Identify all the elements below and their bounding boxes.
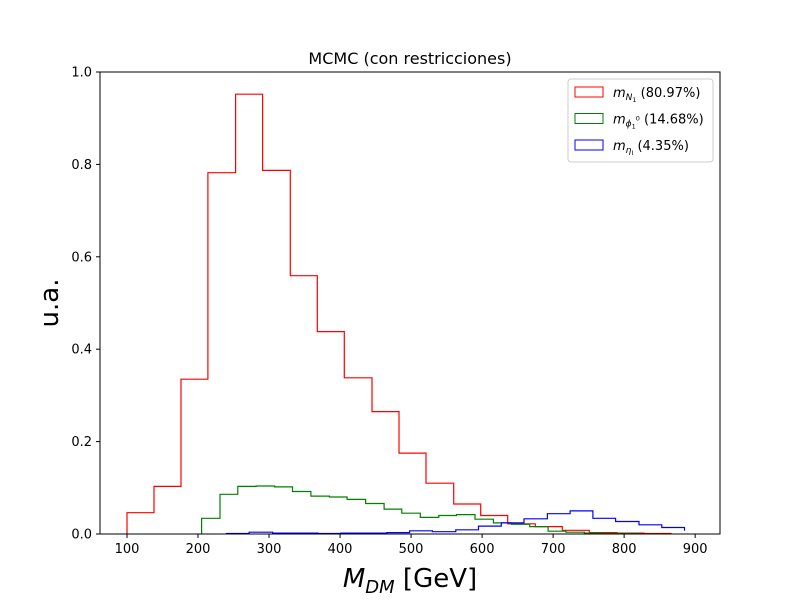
- x-tick-label: 600: [470, 542, 495, 557]
- series-outline: [126, 93, 672, 534]
- legend-subsubscript: I: [631, 149, 633, 157]
- legend-subsubscript: 1: [632, 123, 636, 131]
- histogram-bar: [202, 518, 221, 534]
- legend-swatch: [574, 86, 604, 98]
- legend-percentage: (14.68%): [640, 113, 704, 128]
- x-tick-label: 900: [683, 542, 708, 557]
- legend-percentage: (4.35%): [633, 139, 689, 154]
- histogram-bar: [329, 497, 347, 534]
- legend-label: mϕ10 (14.68%): [613, 113, 704, 131]
- histogram-bar: [263, 170, 291, 534]
- histogram-bar: [208, 173, 236, 534]
- legend-subsubscript: 1: [632, 96, 636, 104]
- x-axis-label-main: M: [343, 564, 365, 594]
- x-axis-label-sub: DM: [365, 577, 395, 598]
- legend-symbol: m: [613, 113, 626, 128]
- histogram-bar: [154, 486, 181, 534]
- legend-label: mN1 (80.97%): [613, 86, 700, 104]
- x-axis-label-unit: [GeV]: [395, 564, 477, 594]
- legend-symbol: m: [613, 139, 626, 154]
- legend-label: mηI (4.35%): [613, 139, 689, 157]
- x-tick-label: 500: [399, 542, 424, 557]
- series-0: [126, 93, 672, 534]
- histogram-bar: [347, 499, 366, 534]
- histogram-bar: [275, 487, 293, 534]
- series-layer: [126, 93, 686, 535]
- histogram-bar: [524, 519, 547, 534]
- legend-superscript: 0: [636, 115, 640, 123]
- chart-title: MCMC (con restricciones): [308, 49, 511, 68]
- x-axis: 100 200 300 400 500 600 700 800 900: [115, 534, 708, 557]
- x-tick-label: 300: [257, 542, 282, 557]
- y-tick-label: 0.0: [71, 528, 92, 543]
- legend-box: [567, 78, 714, 163]
- y-axis-label: u.a.: [35, 279, 65, 328]
- histogram-bar: [236, 94, 263, 534]
- histogram-bar: [639, 525, 662, 534]
- histogram-bar: [570, 511, 593, 534]
- histogram-bar: [238, 486, 256, 534]
- series-2: [225, 510, 686, 535]
- histogram-bar: [311, 496, 330, 534]
- series-1: [201, 485, 658, 535]
- histogram-bar: [662, 528, 685, 535]
- legend: mN1 (80.97%)mϕ10 (14.68%)mηI (4.35%): [567, 78, 714, 163]
- histogram-bar: [456, 530, 479, 534]
- x-tick-label: 800: [612, 542, 637, 557]
- y-tick-label: 0.6: [71, 250, 92, 265]
- legend-swatch: [574, 113, 604, 124]
- y-axis: 0.0 0.2 0.4 0.6 0.8 1.0: [71, 66, 100, 543]
- series-outline: [225, 510, 686, 534]
- histogram-bar: [501, 523, 524, 534]
- histogram-bar: [479, 526, 502, 534]
- x-axis-label: MDM [GeV]: [343, 564, 477, 598]
- x-tick-label: 100: [115, 542, 140, 557]
- histogram-bar: [127, 513, 154, 534]
- y-tick-label: 0.8: [71, 158, 92, 173]
- legend-symbol: m: [613, 86, 626, 101]
- legend-subscript: N: [626, 93, 633, 103]
- histogram-bar: [547, 514, 570, 534]
- legend-percentage: (80.97%): [637, 86, 701, 101]
- histogram-bar: [181, 379, 208, 534]
- x-tick-label: 400: [328, 542, 353, 557]
- histogram-bar: [616, 522, 639, 535]
- y-tick-label: 0.2: [71, 435, 92, 450]
- plot-frame: [99, 71, 721, 535]
- y-tick-label: 1.0: [71, 66, 92, 81]
- histogram-bar: [384, 509, 402, 534]
- legend-subscript: ϕ: [626, 120, 632, 130]
- histogram-bar: [593, 518, 616, 534]
- histogram-bar: [256, 486, 275, 534]
- x-tick-label: 200: [186, 542, 211, 557]
- legend-swatch: [574, 139, 604, 151]
- histogram-bar: [220, 494, 238, 534]
- x-tick-label: 700: [541, 542, 566, 557]
- legend-subscript: η: [626, 146, 632, 156]
- histogram-bar: [366, 504, 385, 535]
- y-tick-label: 0.4: [71, 343, 92, 358]
- histogram-bar: [293, 492, 312, 535]
- series-outline: [201, 485, 658, 534]
